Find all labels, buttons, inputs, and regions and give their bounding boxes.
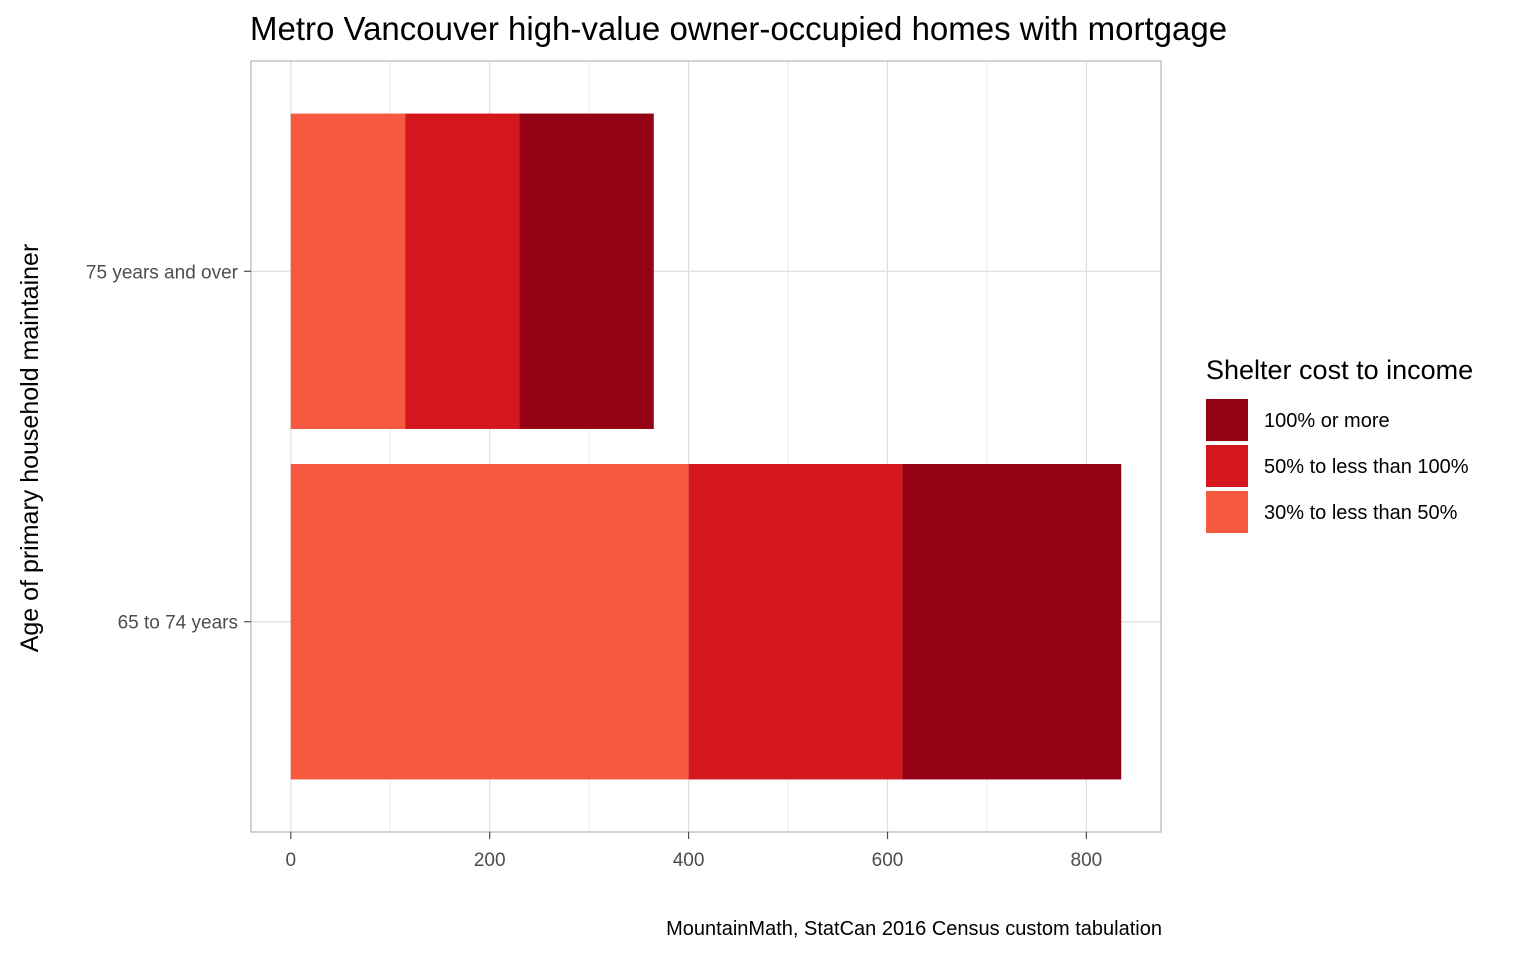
bar-segment: [290, 113, 406, 429]
x-tick-label: 600: [872, 850, 904, 871]
bar-segment: [290, 464, 689, 780]
legend-item: 50% to less than 100%: [1206, 444, 1473, 490]
y-axis-title: Age of primary household maintainer: [16, 244, 44, 653]
legend-label: 100% or more: [1264, 409, 1390, 432]
y-tick-label: 65 to 74 years: [118, 613, 238, 634]
chart-caption: MountainMath, StatCan 2016 Census custom…: [666, 918, 1162, 940]
legend-label: 30% to less than 50%: [1264, 501, 1458, 524]
legend-label: 50% to less than 100%: [1264, 455, 1469, 478]
bar-segment: [902, 464, 1122, 780]
legend-title: Shelter cost to income: [1206, 355, 1474, 385]
legend-key: [1206, 491, 1248, 535]
x-tick-label: 800: [1071, 850, 1103, 871]
x-tick-label: 200: [474, 850, 506, 871]
legend-item: 30% to less than 50%: [1206, 490, 1473, 536]
bar-segment: [688, 464, 903, 780]
bar-segment: [519, 113, 654, 429]
legend-key: [1206, 445, 1248, 489]
x-tick-label: 0: [285, 850, 296, 871]
legend: Shelter cost to income 100% or more 50% t…: [1206, 355, 1473, 536]
legend-key: [1206, 399, 1248, 443]
bar-segment: [405, 113, 520, 429]
chart-title: Metro Vancouver high-value owner-occupie…: [250, 10, 1228, 47]
x-tick-label: 400: [673, 850, 705, 871]
y-tick-label: 75 years and over: [86, 262, 239, 283]
plot-panel-border: [250, 60, 1162, 833]
legend-item: 100% or more: [1206, 398, 1473, 444]
